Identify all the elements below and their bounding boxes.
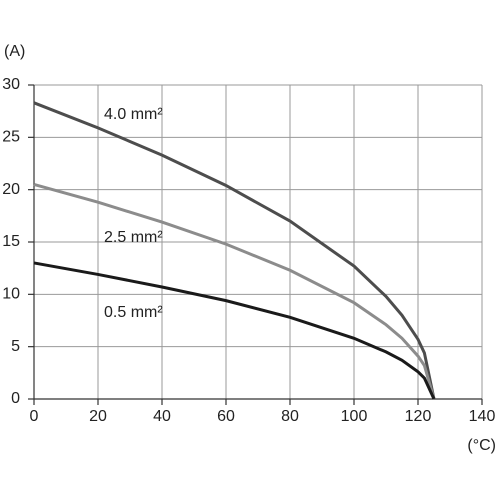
line-series (33, 261, 436, 400)
y-tick-label: 30 (2, 76, 20, 93)
y-tick-label: 0 (11, 390, 20, 407)
line-series (33, 182, 436, 400)
line-series (33, 101, 436, 400)
series-label: 0.5 mm² (104, 304, 163, 321)
x-tick-label: 60 (217, 408, 235, 425)
x-tick-label: 120 (405, 408, 432, 425)
series-label: 2.5 mm² (104, 229, 163, 246)
x-tick-label: 80 (281, 408, 299, 425)
y-axis-label: (A) (4, 43, 25, 60)
x-tick-label: 100 (341, 408, 368, 425)
y-tick-label: 20 (2, 181, 20, 198)
series-label: 4.0 mm² (104, 106, 163, 123)
x-tick-label: 20 (89, 408, 107, 425)
x-tick-label: 0 (30, 408, 39, 425)
y-tick-label: 5 (11, 338, 20, 355)
x-tick-label: 40 (153, 408, 171, 425)
y-tick-label: 15 (2, 233, 20, 250)
x-axis-label: (°C) (467, 437, 496, 454)
y-tick-label: 25 (2, 129, 20, 146)
x-tick-label: 140 (469, 408, 496, 425)
y-tick-label: 10 (2, 286, 20, 303)
